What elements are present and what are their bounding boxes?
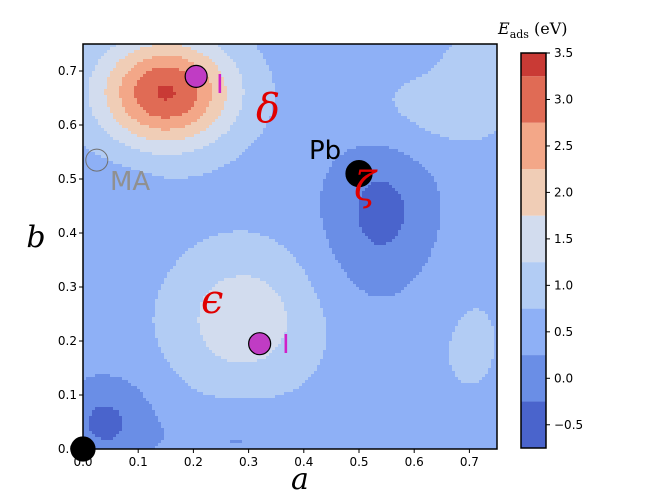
y-tick-label: 0.2 bbox=[58, 334, 77, 348]
colorbar-tick-label: 1.5 bbox=[554, 232, 573, 246]
x-axis: 0.0 0.1 0.2 0.3 0.4 0.5 0.6 0.7 bbox=[73, 449, 479, 469]
colorbar-tick-label: 2.0 bbox=[554, 185, 573, 199]
y-tick-label: 0.5 bbox=[58, 172, 77, 186]
site-i-bottom bbox=[248, 332, 272, 356]
x-tick-label: 0.3 bbox=[239, 455, 258, 469]
colorbar-label-unit: (eV) bbox=[529, 19, 568, 38]
feature-label-delta: δ bbox=[256, 86, 280, 132]
y-tick-label: 0.6 bbox=[58, 118, 77, 132]
feature-label-epsilon: ϵ bbox=[201, 277, 223, 323]
colorbar-tick-label: 1.0 bbox=[554, 278, 573, 292]
colorbar-band bbox=[521, 53, 546, 77]
atom-sites bbox=[70, 64, 373, 462]
colorbar-tick-label: 3.5 bbox=[554, 46, 573, 60]
y-axis-label: b bbox=[26, 220, 45, 255]
site-label-i-bottom: I bbox=[282, 330, 290, 360]
colorbar-label-sub: ads bbox=[510, 28, 530, 41]
x-tick-label: 0.5 bbox=[349, 455, 368, 469]
x-tick-label: 0.1 bbox=[129, 455, 148, 469]
site-label-pb: Pb bbox=[309, 136, 341, 166]
colorbar-band bbox=[521, 262, 546, 309]
x-tick-label: 0.6 bbox=[405, 455, 424, 469]
colorbar-tick-label: −0.5 bbox=[554, 418, 583, 432]
colorbar-band bbox=[521, 355, 546, 402]
site-label-ma: MA bbox=[110, 167, 150, 197]
y-tick-label: 0.7 bbox=[58, 64, 77, 78]
feature-label-zeta: ζ bbox=[354, 164, 378, 210]
site-ma bbox=[85, 148, 109, 172]
colorbar-band bbox=[521, 215, 546, 263]
x-tick-label: 0.4 bbox=[294, 455, 313, 469]
site-pb bbox=[345, 160, 373, 188]
colorbar-tick-label: 2.5 bbox=[554, 139, 573, 153]
x-tick-label: 0.2 bbox=[184, 455, 203, 469]
y-tick-label: 0.1 bbox=[58, 388, 77, 402]
colorbar-band bbox=[521, 122, 546, 170]
site-label-i-top: I bbox=[216, 70, 224, 100]
colorbar-tick-label: 3.0 bbox=[554, 92, 573, 106]
colorbar: −0.5 0.0 0.5 1.0 1.5 2.0 2.5 3.0 3.5 Eads (eV) bbox=[497, 19, 583, 449]
colorbar-band bbox=[521, 308, 546, 356]
colorbar-band bbox=[521, 169, 546, 216]
colorbar-bands bbox=[521, 53, 546, 448]
site-origin bbox=[70, 436, 96, 462]
site-i-top bbox=[184, 64, 208, 89]
y-axis: 0.00.10.20.30.40.50.60.7 bbox=[58, 64, 83, 456]
x-tick-label: 0.7 bbox=[460, 455, 479, 469]
plot-area bbox=[83, 44, 497, 449]
contour-fill bbox=[83, 44, 497, 449]
colorbar-tick-label: 0.5 bbox=[554, 325, 573, 339]
x-axis-label: a bbox=[291, 462, 309, 497]
colorbar-label: Eads (eV) bbox=[497, 19, 568, 41]
colorbar-ticks: −0.5 0.0 0.5 1.0 1.5 2.0 2.5 3.0 3.5 bbox=[546, 46, 583, 432]
colorbar-label-main: E bbox=[497, 19, 510, 38]
colorbar-band bbox=[521, 401, 546, 448]
colorbar-band bbox=[521, 76, 546, 123]
colorbar-tick-label: 0.0 bbox=[554, 371, 573, 385]
y-tick-label: 0.4 bbox=[58, 226, 77, 240]
colorbar-frame bbox=[520, 52, 547, 449]
plot-frame bbox=[82, 43, 498, 450]
y-tick-label: 0.3 bbox=[58, 280, 77, 294]
